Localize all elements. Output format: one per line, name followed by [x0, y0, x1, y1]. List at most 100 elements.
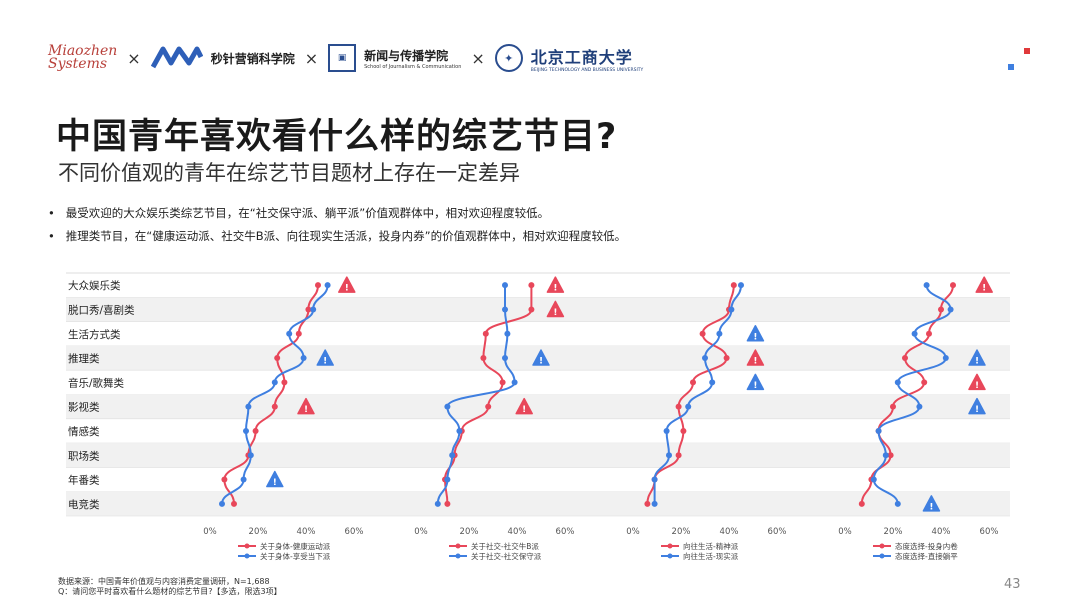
svg-text:!: !: [753, 357, 757, 367]
category-label: 职场类: [68, 449, 100, 462]
data-point: [502, 306, 508, 313]
category-label: 音乐/歌舞类: [68, 376, 125, 389]
partner-logos: Miaozhen Systems × 秒针营销科学院 × ▣ 新闻与传播学院 S…: [48, 38, 643, 78]
svg-text:!: !: [553, 284, 557, 294]
data-point: [894, 379, 901, 386]
legend-label: 关于社交-社交保守派: [471, 551, 542, 561]
data-point: [699, 330, 706, 337]
data-point: [882, 452, 889, 459]
warning-icon: !: [922, 495, 941, 512]
data-point: [281, 379, 288, 386]
legend-label: 关于身体-享受当下派: [260, 551, 331, 561]
warning-icon: !: [297, 397, 315, 415]
data-point: [271, 379, 278, 386]
data-point: [887, 452, 894, 459]
data-point: [911, 330, 918, 337]
data-point: [502, 355, 508, 362]
data-point: [528, 306, 535, 313]
data-point: [300, 355, 307, 362]
data-point: [947, 306, 954, 313]
school-logo-icon: [150, 46, 203, 69]
warning-icon: !: [338, 276, 356, 294]
x-tick-label: 20%: [672, 527, 691, 537]
bullet-marker: •: [48, 229, 55, 243]
data-point: [875, 427, 882, 434]
warning-icon: !: [746, 325, 765, 342]
x-tick-label: 0%: [626, 527, 640, 537]
x-tick-label: 20%: [884, 527, 903, 537]
page-title: 中国青年喜欢看什么样的综艺节目?: [56, 117, 618, 157]
bullet-item: • 推理类节目，在“健康运动派、社交牛B派、向往现实生活派，投身内券”的价值观群…: [48, 229, 627, 243]
category-stripes: [66, 272, 1010, 517]
legend-marker: [244, 553, 250, 559]
accent-square-blue-icon: [1008, 64, 1014, 70]
data-point: [926, 330, 932, 337]
series-line-blue: [436, 285, 516, 504]
x-tick-label: 20%: [249, 527, 268, 537]
legend-marker: [455, 553, 461, 559]
bullet-item: • 最受欢迎的大众娱乐类综艺节目，在“社交保守派、躺平派”价值观群体中，相对欢迎…: [48, 206, 550, 220]
x-tick-label: 60%: [556, 527, 575, 537]
data-point: [449, 452, 456, 459]
svg-text:!: !: [273, 478, 277, 488]
data-point: [709, 379, 716, 386]
data-point: [730, 282, 737, 289]
svg-text:!: !: [539, 357, 543, 367]
university-logo: 北京工商大学 BEIJING TECHNOLOGY AND BUSINESS U…: [530, 47, 644, 73]
warning-icon: !: [746, 349, 765, 367]
data-point: [723, 355, 730, 362]
data-point: [716, 330, 723, 337]
x-tick-label: 40%: [297, 527, 316, 537]
legend-marker: [667, 543, 673, 549]
data-point: [245, 403, 252, 410]
data-point: [680, 427, 687, 434]
data-point: [663, 427, 670, 434]
category-label: 年番类: [68, 474, 100, 487]
series-line-blue: [221, 285, 329, 505]
warning-icon: !: [746, 373, 765, 391]
data-point: [690, 379, 696, 386]
data-point: [511, 379, 518, 386]
times-symbol: ×: [471, 48, 485, 68]
svg-text:!: !: [553, 308, 557, 318]
data-point: [916, 403, 923, 410]
svg-text:!: !: [982, 284, 986, 294]
row-stripe: [66, 297, 1010, 322]
svg-text:!: !: [753, 381, 757, 391]
data-point: [252, 427, 259, 434]
x-tick-label: 20%: [460, 527, 479, 537]
data-point: [305, 306, 312, 313]
legend-label: 关于社交-社交牛B派: [471, 541, 539, 551]
data-point: [295, 330, 302, 337]
svg-text:!: !: [975, 381, 979, 391]
accent-square-red-icon: [1024, 48, 1030, 54]
category-label: 脱口秀/喜剧类: [68, 303, 135, 316]
warning-icon: !: [546, 300, 565, 318]
svg-text:!: !: [304, 405, 308, 415]
data-point: [921, 379, 928, 386]
warning-icon: !: [515, 397, 533, 415]
warning-icon: !: [968, 373, 986, 391]
warning-icon: !: [266, 470, 284, 488]
series-line-blue: [653, 285, 742, 504]
svg-text:!: !: [929, 502, 933, 512]
data-point: [324, 282, 331, 289]
data-point: [728, 306, 735, 313]
data-point: [858, 500, 865, 507]
x-tick-label: 60%: [345, 527, 364, 537]
warning-icon: !: [546, 276, 565, 294]
legend-marker: [667, 553, 673, 559]
x-tick-label: 0%: [203, 527, 217, 537]
journalism-seal-icon: ▣: [328, 44, 357, 72]
category-labels: 大众娱乐类脱口秀/喜剧类生活方式类推理类音乐/歌舞类影视类情感类职场类年番类电竞…: [68, 279, 135, 511]
legend-label: 态度选择-投身内卷: [895, 541, 958, 551]
data-point: [444, 500, 451, 507]
data-point: [651, 476, 658, 483]
data-point: [902, 355, 908, 362]
data-point: [247, 452, 254, 459]
data-point: [499, 379, 506, 386]
